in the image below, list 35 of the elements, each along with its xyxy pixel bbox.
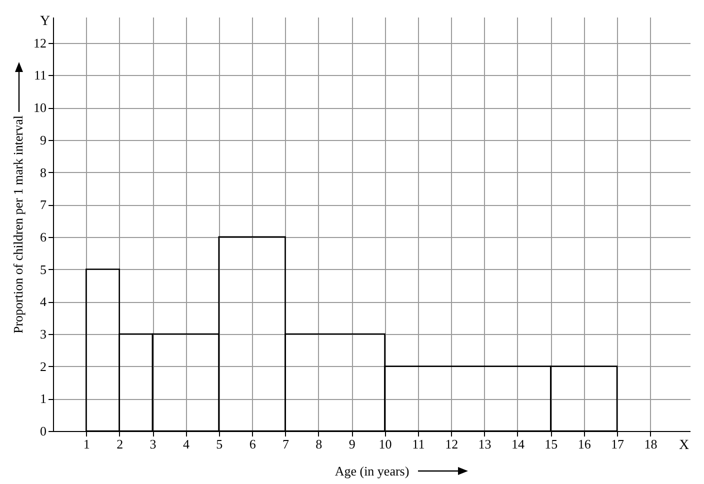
y-tick-label: 4 — [40, 294, 47, 310]
y-tick-label: 6 — [40, 229, 47, 244]
y-tick-label: 8 — [40, 164, 46, 180]
x-tick-label: 15 — [544, 436, 558, 452]
y-tick-label: 0 — [40, 424, 46, 438]
y-tick-label: 2 — [40, 358, 46, 374]
y-tick-label: 3 — [40, 326, 46, 342]
x-tick-label: 13 — [478, 436, 492, 452]
y-tick-label: 9 — [40, 132, 46, 148]
y-tick-label: 1 — [40, 391, 46, 406]
y-tick-label: 7 — [40, 197, 47, 212]
y-tick-label: 10 — [34, 100, 46, 116]
y-tick-label: 11 — [34, 68, 46, 83]
x-tick-label: 4 — [182, 436, 190, 452]
x-tick-label: 12 — [445, 436, 458, 452]
x-tick-label: 16 — [578, 436, 592, 452]
text: X — [678, 438, 690, 453]
y-axis-title: Proportion of children per 1 mark interval — [10, 115, 26, 334]
text: Y — [40, 14, 50, 29]
x-tick-label: 8 — [316, 436, 322, 452]
x-tick-label: 7 — [282, 436, 290, 452]
x-axis-title: Age (in years) — [334, 464, 410, 478]
x-tick-label: 18 — [644, 436, 658, 452]
x-tick-label: 2 — [116, 436, 124, 452]
y-tick-label: 12 — [34, 35, 46, 50]
x-tick-label: 17 — [611, 436, 625, 452]
x-tick-label: 14 — [511, 436, 525, 452]
x-tick-label: 5 — [216, 436, 223, 452]
x-tick-label: 1 — [83, 436, 90, 452]
x-tick-label: 9 — [348, 436, 356, 452]
x-tick-label: 6 — [249, 436, 256, 452]
y-tick-label: 5 — [40, 262, 46, 277]
x-tick-label: 11 — [412, 436, 425, 452]
x-tick-label: 3 — [150, 436, 156, 452]
x-tick-label: 10 — [378, 436, 392, 452]
